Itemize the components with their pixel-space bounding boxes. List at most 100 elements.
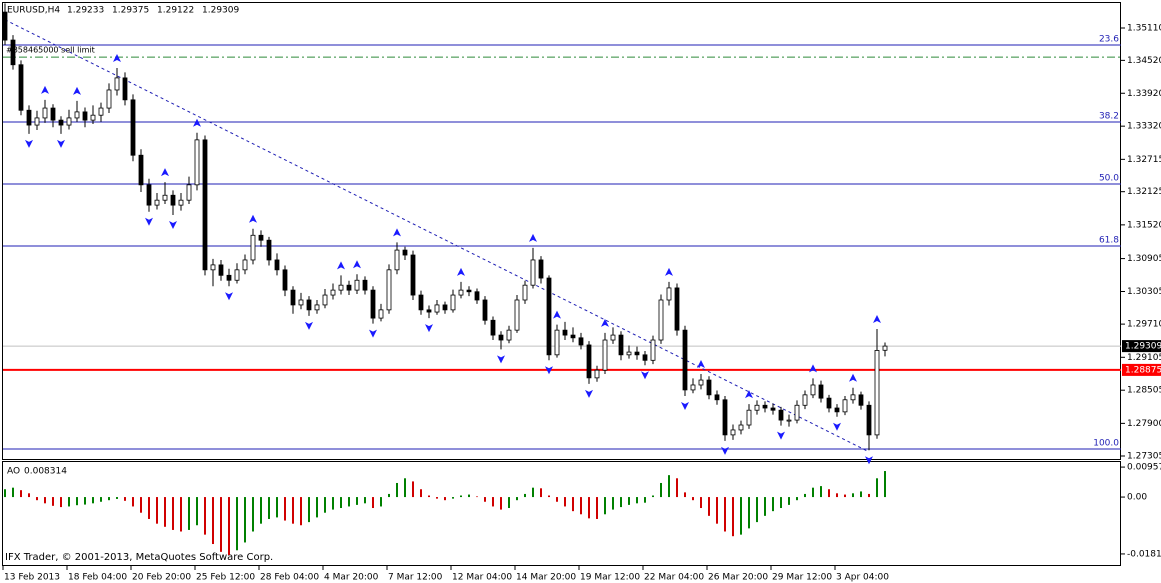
- candle-body: [210, 264, 216, 271]
- candle-body: [186, 184, 192, 201]
- y-tick-label: 1.32715: [1127, 155, 1161, 165]
- y-tick-label: 1.29710: [1127, 320, 1161, 330]
- candle-body: [730, 429, 736, 436]
- y-tick-label: 1.29105: [1127, 353, 1161, 363]
- fib-label: 38.2: [1099, 111, 1119, 121]
- x-tick-label: 3 Apr 04:00: [836, 573, 889, 583]
- candle-body: [818, 384, 824, 399]
- fractal-down: [681, 401, 689, 410]
- candle-body: [58, 119, 64, 126]
- candle-body: [74, 111, 80, 119]
- fractal-up: [745, 390, 753, 399]
- fractal-down: [145, 217, 153, 226]
- candle-body: [674, 287, 680, 331]
- candle-body: [386, 269, 392, 311]
- candle-body: [258, 234, 264, 241]
- candle-body: [618, 334, 624, 356]
- candle-body: [306, 299, 312, 311]
- x-tick-label: 26 Mar 20:00: [708, 573, 768, 583]
- candle-body: [570, 334, 576, 339]
- candle-body: [242, 259, 248, 271]
- trendline: [4, 19, 870, 453]
- candle-body: [786, 419, 792, 422]
- fractal-down: [369, 329, 377, 338]
- candle-body: [682, 329, 688, 391]
- candle-body: [530, 259, 536, 286]
- fractal-up: [529, 233, 537, 242]
- y-tick-label: 1.34520: [1127, 56, 1161, 66]
- candle-body: [650, 339, 656, 361]
- indicator-panel: [2, 461, 1121, 566]
- fractal-down: [641, 371, 649, 380]
- current-price: 1.29309: [1125, 342, 1161, 352]
- y-tick-label: 1.35110: [1127, 24, 1161, 34]
- fractal-down: [169, 220, 177, 229]
- candle-body: [666, 287, 672, 301]
- candle-body: [178, 199, 184, 206]
- candle-body: [706, 379, 712, 396]
- fib-label: 23.6: [1099, 35, 1119, 45]
- candle-body: [858, 394, 864, 406]
- candle-body: [778, 409, 784, 421]
- candle-body: [402, 249, 408, 256]
- candle-body: [2, 11, 8, 41]
- y-tick-label: 1.32125: [1127, 187, 1161, 197]
- candle-body: [738, 424, 744, 431]
- candle-body: [594, 369, 600, 379]
- candle-body: [826, 397, 832, 409]
- fractal-up: [393, 228, 401, 237]
- y-tick-label: 1.33320: [1127, 122, 1161, 132]
- indicator-tick-label: -0.018166: [1127, 549, 1161, 559]
- candle-body: [434, 304, 440, 313]
- x-tick-label: 29 Mar 12:00: [772, 573, 832, 583]
- candle-body: [450, 294, 456, 311]
- support-price: 1.28875: [1125, 365, 1161, 375]
- fractal-down: [25, 139, 33, 148]
- fractal-up: [353, 260, 361, 269]
- candle-body: [418, 294, 424, 311]
- x-tick-label: 22 Mar 04:00: [644, 573, 704, 583]
- candle-body: [98, 107, 104, 116]
- candle-body: [362, 279, 368, 291]
- fractal-up: [337, 261, 345, 270]
- candle-body: [746, 409, 752, 426]
- fractal-down: [865, 456, 873, 465]
- candle-body: [378, 309, 384, 319]
- candle-body: [298, 299, 304, 306]
- candle-body: [810, 384, 816, 396]
- y-tick-label: 1.33920: [1127, 89, 1161, 99]
- header-close: 1.29309: [202, 6, 239, 16]
- candle-body: [690, 384, 696, 391]
- candle-body: [498, 334, 504, 341]
- candle-body: [522, 284, 528, 301]
- fractal-up: [41, 85, 49, 94]
- candle-body: [194, 139, 200, 186]
- fractal-down: [305, 321, 313, 330]
- candle-body: [714, 394, 720, 401]
- x-tick-label: 13 Feb 2013: [4, 573, 60, 583]
- candle-body: [642, 354, 648, 361]
- candle-body: [154, 199, 160, 206]
- candle-body: [562, 329, 568, 336]
- fractal-down: [425, 324, 433, 333]
- y-tick-label: 1.28505: [1127, 386, 1161, 396]
- order-label: #858465000 sell limit: [6, 46, 95, 55]
- header-high: 1.29375: [112, 6, 149, 16]
- candle-body: [482, 299, 488, 321]
- candle-body: [66, 117, 72, 126]
- x-tick-label: 4 Mar 20:00: [324, 573, 379, 583]
- candle-body: [322, 294, 328, 306]
- candle-body: [834, 407, 840, 413]
- indicator-tick-label: 0.00: [1127, 493, 1147, 503]
- header-low: 1.29122: [157, 6, 194, 16]
- candle-body: [34, 117, 40, 126]
- fractal-up: [457, 267, 465, 276]
- candle-body: [466, 289, 472, 293]
- indicator-tick-label: 0.009575: [1127, 463, 1161, 473]
- y-tick-label: 1.27900: [1127, 419, 1161, 429]
- y-tick-label: 1.31520: [1127, 220, 1161, 230]
- fractal-down: [497, 355, 505, 364]
- fib-label: 50.0: [1099, 174, 1119, 184]
- candle-body: [162, 194, 168, 201]
